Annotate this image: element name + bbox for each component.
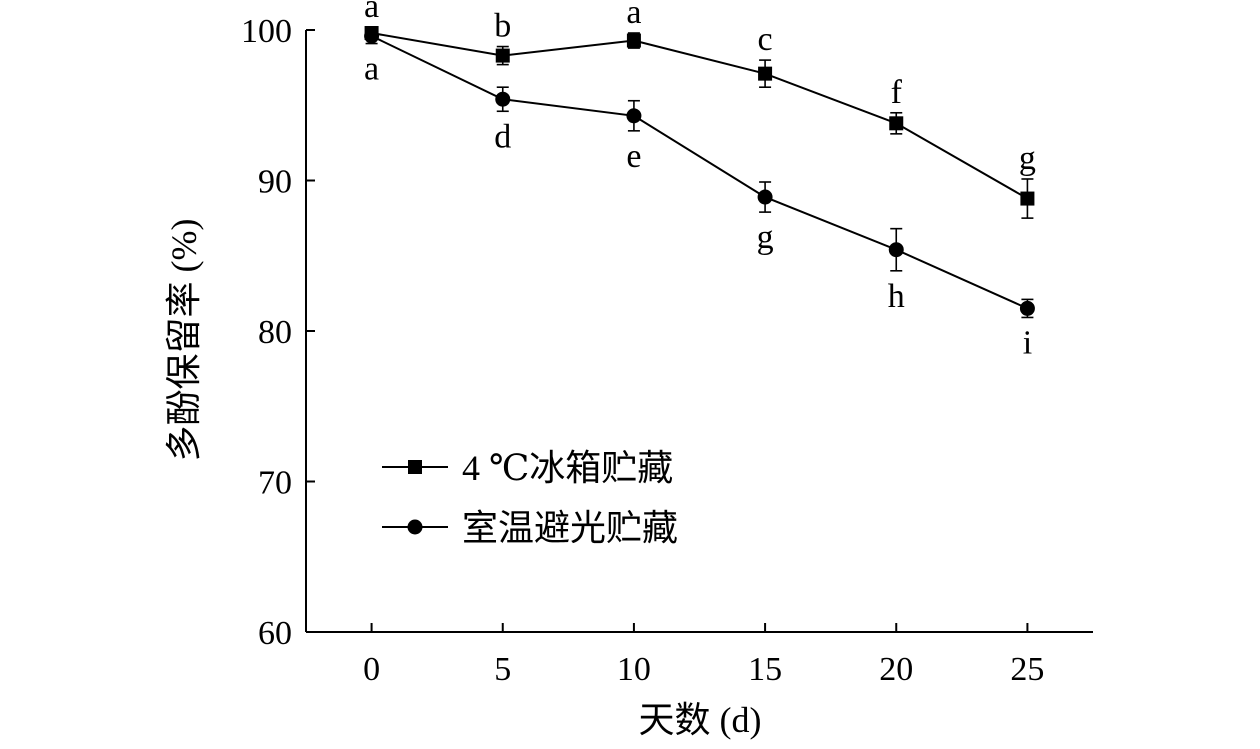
significance-label: a: [626, 0, 641, 31]
x-tick-label: 10: [617, 651, 651, 688]
data-point: [495, 48, 510, 63]
y-ticks: 60 70 80 90 100: [241, 13, 315, 652]
data-point: [1019, 300, 1035, 316]
data-point: [1020, 191, 1035, 206]
data-point: [495, 91, 511, 107]
y-axis-title: 多酚保留率 (%): [164, 219, 204, 462]
y-tick-label: 90: [258, 164, 292, 201]
y-tick-label: 70: [258, 465, 292, 502]
series-2: a d e g h i: [364, 27, 1035, 361]
significance-label: a: [364, 0, 379, 25]
significance-label: e: [626, 138, 641, 175]
series-layer: a b a c f g a d e g h i: [364, 0, 1036, 361]
data-point: [888, 242, 904, 258]
significance-label: i: [1023, 324, 1032, 361]
y-tick-label: 100: [241, 13, 292, 50]
significance-label: a: [364, 51, 379, 88]
series-line: [371, 32, 1028, 200]
significance-label: g: [757, 219, 774, 256]
significance-label: d: [494, 118, 511, 155]
significance-label: b: [494, 8, 511, 45]
legend-label: 室温避光贮藏: [462, 508, 678, 548]
x-tick-label: 0: [363, 651, 380, 688]
axes: 60 70 80 90 100 0 5 10 15 20 25: [241, 13, 1093, 688]
y-tick-label: 60: [258, 615, 292, 652]
series-line: [371, 35, 1028, 310]
significance-label: h: [888, 278, 905, 315]
x-tick-label: 15: [748, 651, 782, 688]
data-point: [364, 28, 380, 44]
data-point: [757, 189, 773, 205]
significance-label: f: [891, 74, 903, 111]
data-point: [626, 108, 642, 124]
x-ticks: 0 5 10 15 20 25: [363, 623, 1044, 688]
legend-marker: [408, 460, 422, 474]
x-tick-label: 20: [879, 651, 913, 688]
significance-label: g: [1019, 140, 1036, 177]
y-tick-label: 80: [258, 314, 292, 351]
x-tick-label: 25: [1010, 651, 1044, 688]
data-point: [626, 33, 641, 48]
legend-label: 4 ℃冰箱贮藏: [462, 448, 673, 488]
series-1: a b a c f g: [364, 0, 1036, 219]
x-tick-label: 5: [494, 651, 511, 688]
significance-label: c: [758, 21, 773, 58]
x-axis-title: 天数 (d): [639, 700, 762, 740]
data-point: [889, 116, 904, 131]
legend-marker: [407, 519, 423, 535]
data-point: [758, 66, 773, 81]
